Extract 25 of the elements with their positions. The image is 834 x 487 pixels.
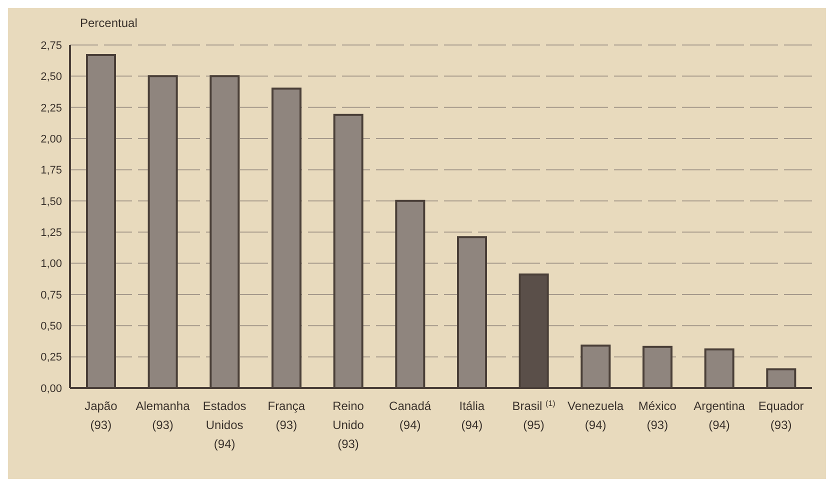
x-tick-label: Canadá (94) — [389, 399, 432, 432]
x-tick-label: Estados Unidos (94) — [202, 399, 246, 451]
y-tick-label: 1,00 — [40, 258, 62, 270]
x-tick-label: França (93) — [268, 399, 306, 432]
y-tick-label: 1,75 — [40, 164, 62, 177]
y-tick-label: 2,00 — [40, 133, 62, 146]
x-tick-label: Venezuela (94) — [568, 399, 624, 432]
x-tick-label: Reino Unido (93) — [332, 399, 364, 451]
y-tick-label: 2,75 — [40, 40, 62, 52]
y-tick-label: 1,50 — [40, 196, 62, 208]
x-tick-label: Equador (93) — [758, 399, 804, 432]
x-tick-label: Argentina (94) — [694, 399, 746, 432]
y-tick-label: 0,25 — [40, 352, 62, 364]
category-label: Brasil $^{(1)}$ (95) — [512, 398, 556, 432]
y-tick-label: 0,75 — [40, 289, 62, 302]
x-tick-label: Itália (94) — [459, 399, 485, 432]
x-tick-label: Alemanha (93) — [136, 399, 190, 432]
x-tick-label: México (93) — [638, 399, 677, 432]
y-tick-label: 0,00 — [40, 382, 62, 395]
y-axis-title: Percentual — [80, 16, 138, 30]
y-tick-label: 1,25 — [40, 226, 62, 239]
y-tick-label: 2,25 — [40, 102, 62, 114]
x-tick-label: Japão (93) — [84, 399, 118, 432]
y-tick-label: 0,50 — [40, 320, 62, 333]
y-tick-label: 2,50 — [40, 71, 62, 84]
